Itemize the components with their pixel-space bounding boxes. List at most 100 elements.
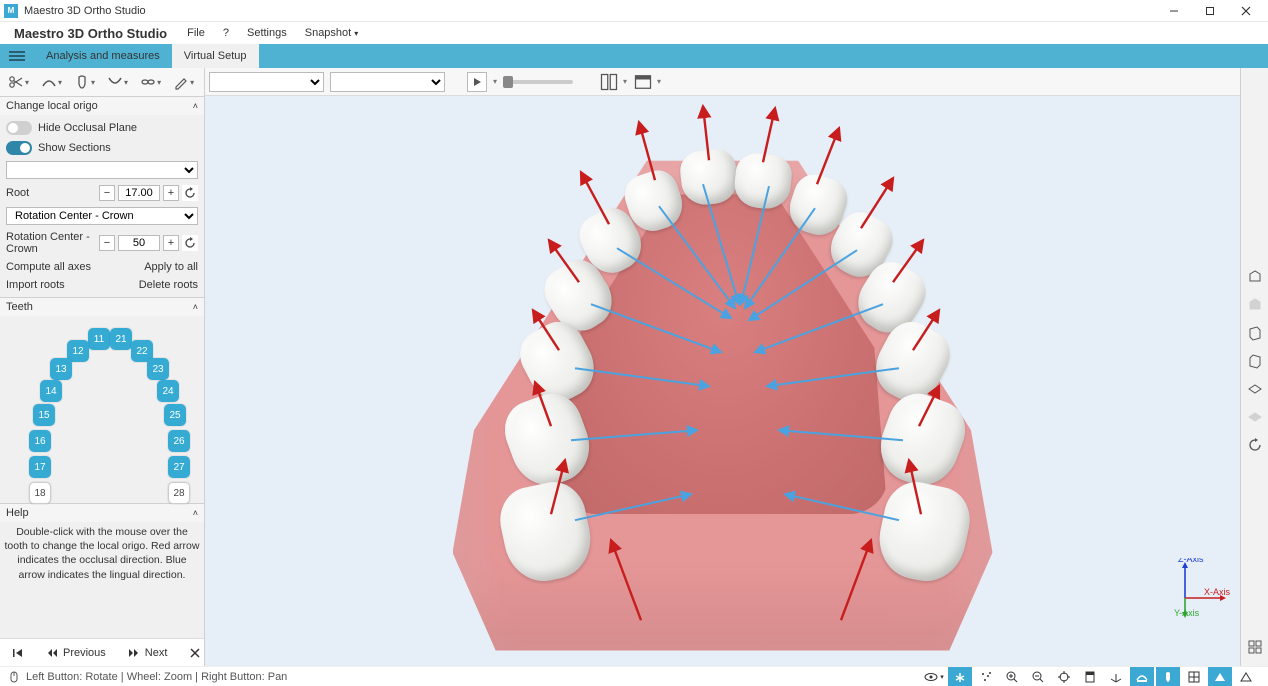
- status-scatter-button[interactable]: [974, 667, 998, 686]
- window-maximize-button[interactable]: [1192, 0, 1228, 22]
- toggle-hide-occlusal[interactable]: [6, 121, 32, 135]
- status-axis-triad-button[interactable]: [1104, 667, 1128, 686]
- tool-scissors[interactable]: ▾: [4, 72, 33, 92]
- animation-slider[interactable]: [503, 80, 573, 84]
- rcc-increment-button[interactable]: +: [163, 235, 179, 251]
- tool-single-tooth[interactable]: ▾: [70, 72, 99, 92]
- status-show-teeth-button[interactable]: [1156, 667, 1180, 686]
- view-grid-button[interactable]: [1246, 638, 1264, 656]
- tool-lower-arch[interactable]: ▾: [103, 72, 132, 92]
- panel-header-help-label: Help: [6, 507, 29, 519]
- viewport-toolstrip: ▾ ▾ ▾: [205, 68, 1240, 96]
- view-bottom-button[interactable]: [1246, 408, 1264, 426]
- viewport-3d[interactable]: Z-Axis X-Axis Y-Axis: [205, 96, 1240, 666]
- svg-text:Y-Axis: Y-Axis: [1174, 608, 1200, 618]
- panel-header-origin-label: Change local origo: [6, 100, 98, 112]
- view-front-button[interactable]: [1246, 268, 1264, 286]
- window-close-button[interactable]: [1228, 0, 1264, 22]
- panel-header-teeth-label: Teeth: [6, 301, 33, 313]
- tooth-chip-11[interactable]: 11: [88, 328, 110, 350]
- status-zoom-out-button[interactable]: [1026, 667, 1050, 686]
- select-material[interactable]: [209, 72, 324, 92]
- tooth-chip-24[interactable]: 24: [157, 380, 179, 402]
- nav-previous-label: Previous: [63, 647, 106, 659]
- status-show-gums-button[interactable]: [1130, 667, 1154, 686]
- ribbon-menu-button[interactable]: [0, 44, 34, 68]
- view-right-button[interactable]: [1246, 352, 1264, 370]
- root-decrement-button[interactable]: −: [99, 185, 115, 201]
- tooth-chip-13[interactable]: 13: [50, 358, 72, 380]
- btn-docking[interactable]: [633, 72, 653, 92]
- tooth-chip-15[interactable]: 15: [33, 404, 55, 426]
- window-minimize-button[interactable]: [1156, 0, 1192, 22]
- btn-split-view[interactable]: [599, 72, 619, 92]
- tooth-chip-18[interactable]: 18: [29, 482, 51, 504]
- rotation-center-crown-label: Rotation Center - Crown: [6, 231, 96, 255]
- status-zoom-in-button[interactable]: [1000, 667, 1024, 686]
- nav-jump-start-button[interactable]: [12, 647, 24, 659]
- status-shell-button[interactable]: [1078, 667, 1102, 686]
- svg-text:X-Axis: X-Axis: [1204, 587, 1230, 597]
- tooth-chip-17[interactable]: 17: [29, 456, 51, 478]
- select-rotation-center[interactable]: Rotation Center - Crown: [6, 207, 198, 225]
- view-left-button[interactable]: [1246, 324, 1264, 342]
- delete-roots-button[interactable]: Delete roots: [139, 279, 198, 291]
- app-name-label: Maestro 3D Ortho Studio: [12, 26, 169, 41]
- view-top-button[interactable]: [1246, 380, 1264, 398]
- axis-gizmo: Z-Axis X-Axis Y-Axis: [1160, 558, 1230, 618]
- status-occlusal-down-button[interactable]: [1234, 667, 1258, 686]
- apply-all-button[interactable]: Apply to all: [144, 261, 198, 273]
- select-overlay[interactable]: [330, 72, 445, 92]
- tooth-chip-28[interactable]: 28: [168, 482, 190, 504]
- rcc-input[interactable]: [118, 235, 160, 251]
- status-visibility-button[interactable]: ▾: [922, 667, 946, 686]
- caret-up-icon: ˄: [193, 101, 198, 111]
- tooth-chip-14[interactable]: 14: [40, 380, 62, 402]
- panel-header-teeth[interactable]: Teeth ˄: [0, 298, 204, 316]
- rcc-decrement-button[interactable]: −: [99, 235, 115, 251]
- compute-axes-button[interactable]: Compute all axes: [6, 261, 91, 273]
- root-increment-button[interactable]: +: [163, 185, 179, 201]
- teeth-diagram: 11211222132314241525162617271828: [6, 322, 198, 497]
- status-local-axes-button[interactable]: [948, 667, 972, 686]
- toggle-show-sections[interactable]: [6, 141, 32, 155]
- menu-item-snapshot-label: Snapshot: [305, 27, 351, 39]
- status-grid-button[interactable]: [1182, 667, 1206, 686]
- import-roots-button[interactable]: Import roots: [6, 279, 65, 291]
- status-text: Left Button: Rotate | Wheel: Zoom | Righ…: [26, 671, 287, 683]
- panel-header-help[interactable]: Help ˄: [0, 504, 204, 522]
- tooth-chip-21[interactable]: 21: [110, 328, 132, 350]
- nav-next-button[interactable]: Next: [128, 647, 168, 659]
- rcc-reset-button[interactable]: [182, 235, 198, 251]
- help-text: Double-click with the mouse over the too…: [0, 522, 204, 585]
- tooth-chip-27[interactable]: 27: [168, 456, 190, 478]
- menu-item-file[interactable]: File: [187, 27, 205, 39]
- caret-up-icon: ˄: [193, 508, 198, 518]
- ribbon-tab-analysis[interactable]: Analysis and measures: [34, 44, 172, 68]
- menu-item-settings[interactable]: Settings: [247, 27, 287, 39]
- tool-pen[interactable]: ▾: [169, 72, 198, 92]
- root-reset-button[interactable]: [182, 185, 198, 201]
- tooth-chip-23[interactable]: 23: [147, 358, 169, 380]
- tooth-chip-26[interactable]: 26: [168, 430, 190, 452]
- select-empty[interactable]: [6, 161, 198, 179]
- right-view-strip: [1240, 68, 1268, 666]
- tooth-chip-16[interactable]: 16: [29, 430, 51, 452]
- view-back-button[interactable]: [1246, 296, 1264, 314]
- menu-item-snapshot[interactable]: Snapshot▾: [305, 27, 359, 39]
- window-title: Maestro 3D Ortho Studio: [24, 5, 1156, 17]
- tooth-chip-25[interactable]: 25: [164, 404, 186, 426]
- side-toolstrip: ▾ ▾ ▾ ▾ ▾ ▾: [0, 68, 204, 96]
- panel-header-origin[interactable]: Change local origo ˄: [0, 97, 204, 115]
- tool-upper-arch[interactable]: ▾: [37, 72, 66, 92]
- nav-previous-button[interactable]: Previous: [46, 647, 106, 659]
- toggle-show-sections-label: Show Sections: [38, 142, 111, 154]
- menu-item-help[interactable]: ?: [223, 27, 229, 39]
- rotate-view-button[interactable]: [1246, 436, 1264, 454]
- tool-chain[interactable]: ▾: [136, 72, 165, 92]
- status-occlusal-up-button[interactable]: [1208, 667, 1232, 686]
- root-input[interactable]: [118, 185, 160, 201]
- ribbon-tab-virtual-setup[interactable]: Virtual Setup: [172, 44, 259, 68]
- status-center-button[interactable]: [1052, 667, 1076, 686]
- play-button[interactable]: [467, 72, 487, 92]
